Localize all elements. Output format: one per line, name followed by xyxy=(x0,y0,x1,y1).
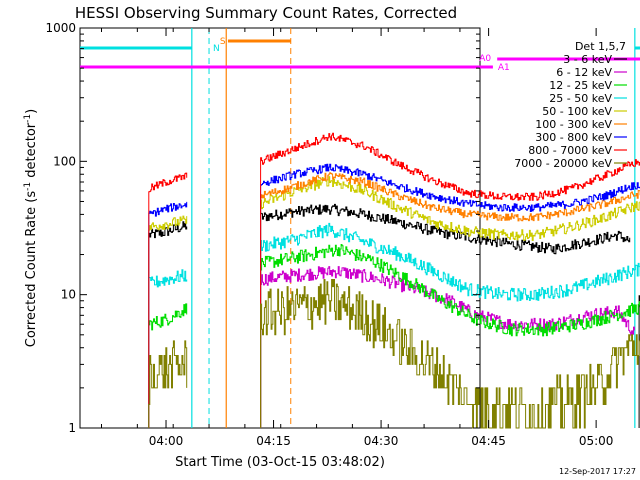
footer-date: 12-Sep-2017 17:27 xyxy=(559,467,636,476)
y-axis-label: Corrected Count Rate (s-1 detector-1) xyxy=(23,109,39,347)
series-line xyxy=(148,172,188,428)
y-tick-label: 1 xyxy=(68,421,76,435)
series-line xyxy=(148,340,188,428)
x-axis-label: Start Time (03-Oct-15 03:48:02) xyxy=(175,455,385,470)
series-line xyxy=(148,221,188,428)
legend-entry-label: 7000 - 20000 keV xyxy=(514,157,612,170)
y-axis-label-start: Corrected Count Rate (s xyxy=(24,191,39,348)
night-label: N xyxy=(213,44,220,54)
series-line xyxy=(260,279,640,429)
y-tick-label: 10 xyxy=(61,288,76,302)
legend-entry-label: 300 - 800 keV xyxy=(535,131,612,144)
x-tick-label: 04:30 xyxy=(364,434,399,448)
legend-entry-label: 12 - 25 keV xyxy=(549,79,612,92)
legend-entry-label: 50 - 100 keV xyxy=(542,105,612,118)
legend-entry-label: 800 - 7000 keV xyxy=(528,144,612,157)
series-layer xyxy=(148,132,640,429)
attenuator-a1-label: A1 xyxy=(498,63,510,73)
x-tick-label: 04:15 xyxy=(256,434,291,448)
saa-label: S xyxy=(220,37,226,47)
x-tick-label: 04:45 xyxy=(471,434,506,448)
legend-title: Det 1,5,7 xyxy=(575,40,626,53)
series-line xyxy=(260,222,640,428)
y-axis-label-sup2: -1 xyxy=(23,114,33,123)
plot-frame xyxy=(79,27,481,429)
x-tick-label: 05:00 xyxy=(579,434,614,448)
legend-entry-label: 25 - 50 keV xyxy=(549,92,612,105)
attenuator-a0-label: A0 xyxy=(479,54,491,64)
y-tick-label: 1000 xyxy=(45,21,76,35)
legend-entry-label: 3 - 6 keV xyxy=(563,53,612,66)
series-line xyxy=(260,172,640,428)
series-line xyxy=(148,269,188,428)
y-axis-label-end: ) xyxy=(24,109,39,114)
chart-title: HESSI Observing Summary Count Rates, Cor… xyxy=(75,4,457,22)
series-line xyxy=(260,163,640,428)
series-line xyxy=(260,203,631,428)
series-line xyxy=(148,201,188,428)
series-line xyxy=(260,132,640,428)
y-axis-label-sup1: -1 xyxy=(23,182,33,191)
series-line xyxy=(260,244,640,428)
x-tick-label: 04:00 xyxy=(149,434,184,448)
y-tick-label: 100 xyxy=(53,154,76,168)
y-axis-label-mid: detector xyxy=(24,122,39,182)
legend-entry-label: 6 - 12 keV xyxy=(556,66,612,79)
series-line xyxy=(148,215,188,428)
series-line xyxy=(148,303,188,428)
annotation-layer: SN A0 A1 xyxy=(80,28,640,428)
legend-entry-label: 100 - 300 keV xyxy=(535,118,612,131)
